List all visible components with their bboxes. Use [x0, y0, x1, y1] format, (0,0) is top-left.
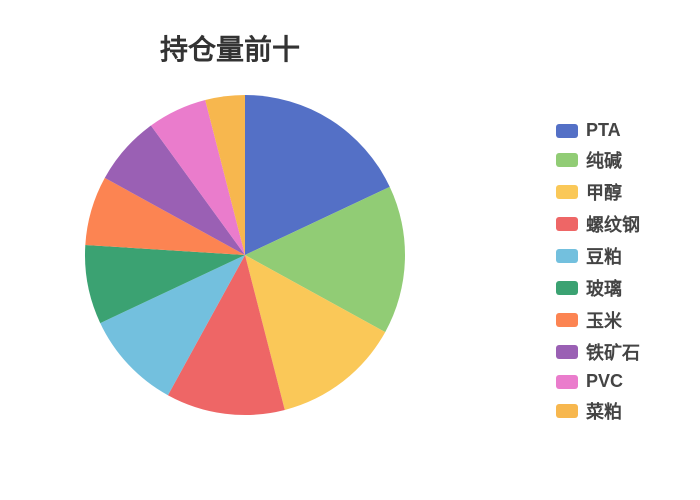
pie-area [80, 90, 410, 420]
legend-item[interactable]: 豆粕 [556, 243, 640, 269]
legend-label: 豆粕 [586, 243, 622, 269]
legend-label: PTA [586, 120, 621, 141]
legend-item[interactable]: 纯碱 [556, 147, 640, 173]
legend-label: PVC [586, 371, 623, 392]
legend-swatch [556, 404, 578, 418]
legend-swatch [556, 313, 578, 327]
legend-label: 甲醇 [586, 179, 622, 205]
legend-swatch [556, 375, 578, 389]
legend-label: 螺纹钢 [586, 211, 640, 237]
pie-chart-container: 持仓量前十 PTA 纯碱甲醇螺纹钢豆粕玻璃玉米铁矿石 PVC 菜粕 [0, 0, 700, 500]
legend-item[interactable]: PTA [556, 120, 640, 141]
legend-label: 铁矿石 [586, 339, 640, 365]
legend-label: 玻璃 [586, 275, 622, 301]
legend-label: 纯碱 [586, 147, 622, 173]
legend-item[interactable]: 玉米 [556, 307, 640, 333]
legend: PTA 纯碱甲醇螺纹钢豆粕玻璃玉米铁矿石 PVC 菜粕 [556, 120, 640, 430]
pie-svg [80, 90, 410, 420]
legend-item[interactable]: 螺纹钢 [556, 211, 640, 237]
legend-label: 菜粕 [586, 398, 622, 424]
legend-item[interactable]: 铁矿石 [556, 339, 640, 365]
legend-swatch [556, 153, 578, 167]
legend-swatch [556, 124, 578, 138]
legend-item[interactable]: 菜粕 [556, 398, 640, 424]
chart-title: 持仓量前十 [160, 28, 300, 68]
legend-swatch [556, 185, 578, 199]
legend-item[interactable]: 甲醇 [556, 179, 640, 205]
legend-swatch [556, 345, 578, 359]
legend-swatch [556, 217, 578, 231]
legend-item[interactable]: PVC [556, 371, 640, 392]
legend-swatch [556, 249, 578, 263]
legend-label: 玉米 [586, 307, 622, 333]
legend-swatch [556, 281, 578, 295]
legend-item[interactable]: 玻璃 [556, 275, 640, 301]
